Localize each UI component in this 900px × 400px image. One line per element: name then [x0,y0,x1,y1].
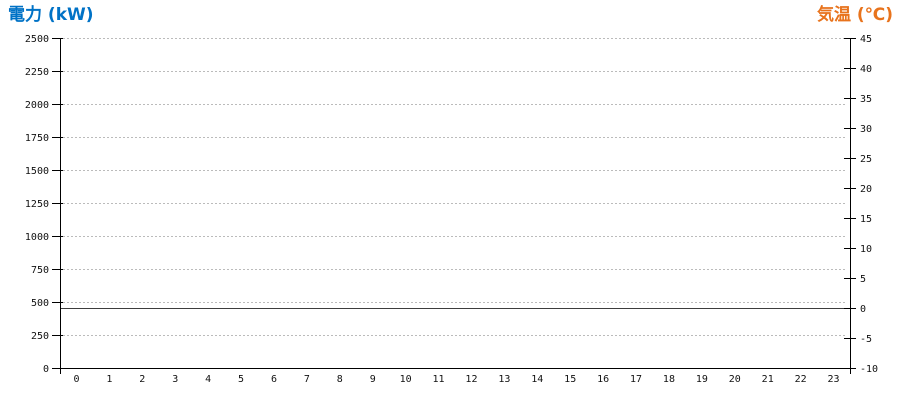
left-tick-label: 1750 [25,133,49,144]
left-tick-label: 0 [43,364,49,375]
right-tick-label: 45 [860,34,872,45]
right-tick-label: 30 [860,124,872,135]
x-tick-label: 12 [465,374,477,385]
x-tick-label: 11 [433,374,445,385]
x-tick-label: 15 [564,374,576,385]
x-tick-label: 5 [238,374,244,385]
x-tick-label: 14 [531,374,543,385]
right-tick-label: -10 [860,364,878,375]
x-tick-label: 4 [205,374,211,385]
right-tick-label: -5 [860,334,872,345]
left-tick-label: 1500 [25,166,49,177]
left-tick-label: 750 [31,265,49,276]
right-tick-label: 5 [860,274,866,285]
x-tick-label: 1 [106,374,112,385]
x-tick-label: 13 [498,374,510,385]
left-axis-title: 電力 (kW) [8,5,94,25]
x-tick-label: 2 [139,374,145,385]
x-tick-label: 16 [597,374,609,385]
right-tick-label: 15 [860,214,872,225]
x-tick-label: 17 [630,374,642,385]
x-tick-label: 6 [271,374,277,385]
left-tick-label: 2250 [25,67,49,78]
x-tick-label: 22 [795,374,807,385]
x-tick-label: 9 [370,374,376,385]
x-tick-label: 20 [729,374,741,385]
right-tick-label: 10 [860,244,872,255]
x-tick-label: 7 [304,374,310,385]
right-tick-label: 35 [860,94,872,105]
left-tick-label: 2500 [25,34,49,45]
left-tick-label: 1250 [25,199,49,210]
left-tick-label: 1000 [25,232,49,243]
right-tick-label: 40 [860,64,872,75]
x-tick-label: 23 [828,374,840,385]
right-tick-label: 20 [860,184,872,195]
x-tick-label: 3 [172,374,178,385]
x-tick-label: 0 [73,374,79,385]
x-tick-label: 8 [337,374,343,385]
left-tick-label: 500 [31,298,49,309]
left-tick-label: 2000 [25,100,49,111]
right-tick-label: 25 [860,154,872,165]
x-tick-label: 18 [663,374,675,385]
right-tick-label: 0 [860,304,866,315]
right-axis-title: 気温 (℃) [816,5,893,25]
left-tick-label: 250 [31,331,49,342]
x-tick-label: 10 [400,374,412,385]
x-tick-label: 19 [696,374,708,385]
x-tick-label: 21 [762,374,774,385]
